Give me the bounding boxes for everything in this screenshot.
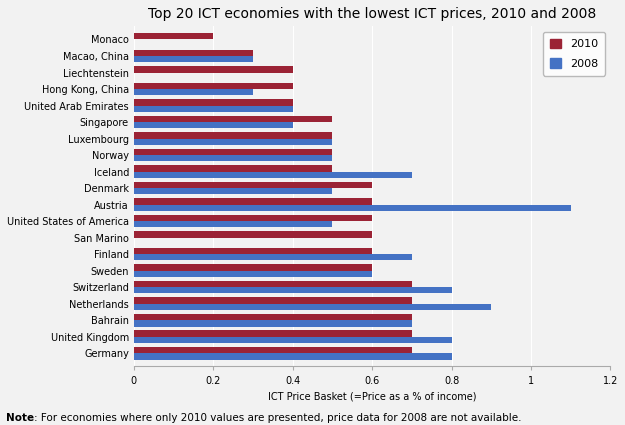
Bar: [134, 320, 412, 326]
Bar: [134, 204, 571, 211]
Text: Note: Note: [6, 413, 34, 423]
Bar: [134, 50, 253, 56]
Bar: [134, 165, 332, 172]
Bar: [134, 56, 253, 62]
Bar: [134, 264, 372, 271]
Bar: [134, 105, 292, 112]
Bar: [134, 99, 292, 105]
Bar: [134, 172, 412, 178]
Bar: [134, 116, 332, 122]
Bar: [134, 287, 451, 294]
Bar: [134, 331, 412, 337]
Bar: [134, 298, 412, 304]
Bar: [134, 132, 332, 139]
Bar: [134, 149, 332, 155]
Bar: [134, 221, 332, 227]
Bar: [134, 314, 412, 320]
Bar: [134, 304, 491, 310]
Bar: [134, 66, 292, 73]
Bar: [134, 89, 253, 95]
Bar: [134, 353, 451, 360]
Bar: [134, 83, 292, 89]
Bar: [134, 281, 412, 287]
X-axis label: ICT Price Basket (=Price as a % of income): ICT Price Basket (=Price as a % of incom…: [268, 391, 476, 401]
Bar: [134, 155, 332, 162]
Bar: [134, 254, 412, 261]
Bar: [134, 122, 292, 128]
Bar: [134, 215, 372, 221]
Bar: [134, 188, 332, 194]
Bar: [134, 182, 372, 188]
Bar: [134, 337, 451, 343]
Bar: [134, 248, 372, 254]
Legend: 2010, 2008: 2010, 2008: [543, 32, 605, 76]
Bar: [134, 271, 372, 277]
Bar: [134, 139, 332, 145]
Bar: [134, 198, 372, 204]
Title: Top 20 ICT economies with the lowest ICT prices, 2010 and 2008: Top 20 ICT economies with the lowest ICT…: [148, 7, 596, 21]
Bar: [134, 33, 213, 40]
Bar: [134, 347, 412, 353]
Text: : For economies where only 2010 values are presented, price data for 2008 are no: : For economies where only 2010 values a…: [34, 413, 522, 423]
Bar: [134, 231, 372, 238]
